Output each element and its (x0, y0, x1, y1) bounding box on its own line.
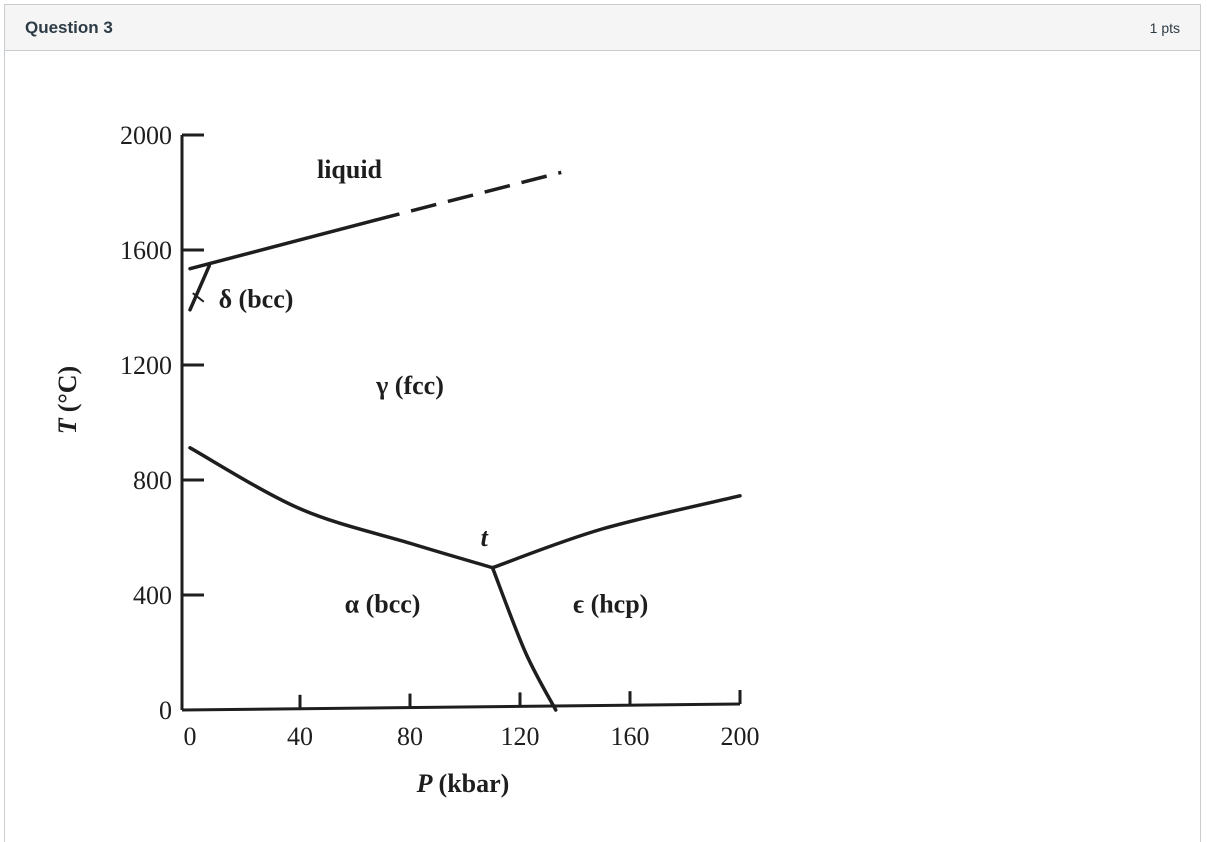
question-title: Question 3 (25, 17, 113, 37)
question-card: Question 3 1 pts (4, 4, 1201, 842)
question-header: Question 3 1 pts (5, 5, 1200, 51)
question-points: 1 pts (1149, 19, 1180, 36)
